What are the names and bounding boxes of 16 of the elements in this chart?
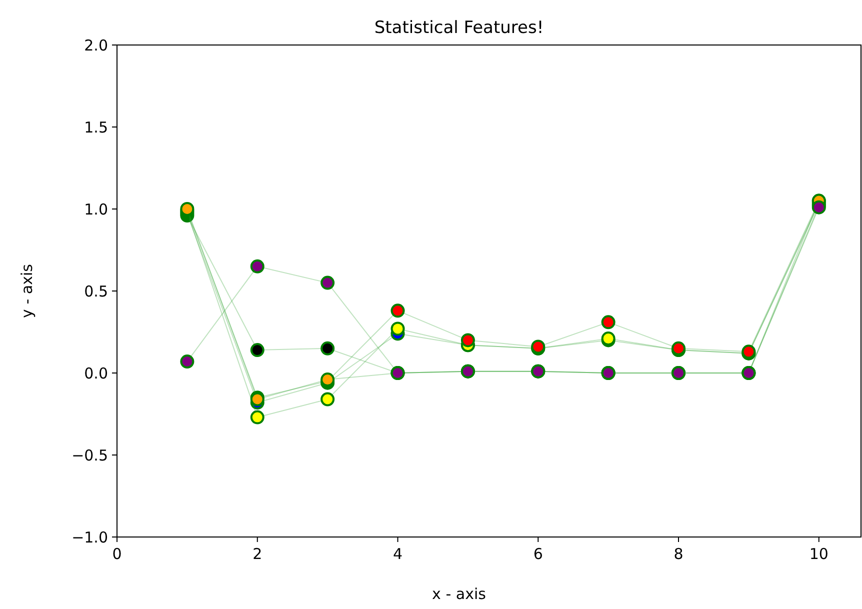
x-tick-label: 0 [112, 545, 122, 563]
y-tick-label: −1.0 [72, 528, 108, 546]
y-tick-label: 0.0 [84, 364, 108, 382]
y-tick-label: 1.0 [84, 200, 108, 218]
y-tick-label: 0.5 [84, 282, 108, 300]
x-tick-label: 6 [533, 545, 543, 563]
y-tick-label: −0.5 [72, 446, 108, 464]
y-axis-title: y - axis [18, 264, 36, 318]
x-axis-title: x - axis [432, 585, 486, 603]
chart-title: Statistical Features! [374, 18, 544, 38]
y-tick-label: 2.0 [84, 36, 108, 54]
x-tick-label: 4 [392, 545, 403, 563]
x-tick-label: 10 [809, 545, 828, 563]
x-tick-label: 2 [252, 545, 262, 563]
y-tick-label: 1.5 [84, 118, 108, 136]
x-tick-label: 8 [674, 545, 684, 563]
